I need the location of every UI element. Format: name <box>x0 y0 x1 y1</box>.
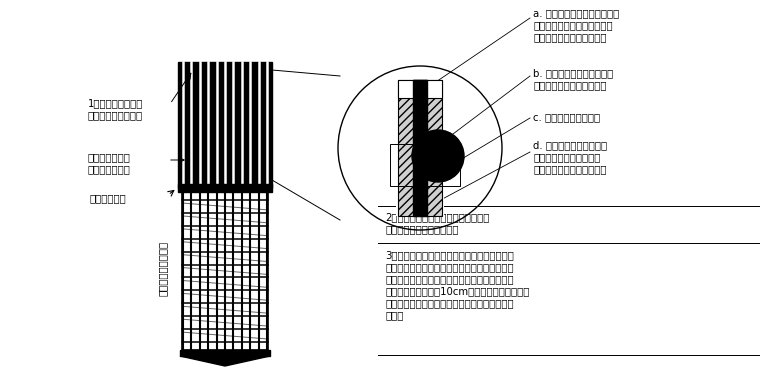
Text: 钢丝绳端头余留长度10cm，以便日后提拎）。将: 钢丝绳端头余留长度10cm，以便日后提拎）。将 <box>385 286 530 296</box>
Bar <box>178 184 272 192</box>
Bar <box>180 350 270 356</box>
Bar <box>398 80 442 216</box>
Text: c. 用扎丝扎紧截断箍。: c. 用扎丝扎紧截断箍。 <box>533 112 600 122</box>
Bar <box>390 144 460 186</box>
Text: 的截断箍，正好将其绕住。: 的截断箍，正好将其绕住。 <box>533 164 606 174</box>
Text: 设计桩顶标高: 设计桩顶标高 <box>90 193 127 203</box>
Bar <box>396 80 444 216</box>
Text: 外侧一圈，内填细砂或其他填充物，以占体积。: 外侧一圈，内填细砂或其他填充物，以占体积。 <box>385 274 514 284</box>
Text: 3、在需破桩头的高程位置，绕桩周一圈，预埋: 3、在需破桩头的高程位置，绕桩周一圈，预埋 <box>385 250 514 260</box>
Text: 须顺直，不可弯折。: 须顺直，不可弯折。 <box>88 110 143 120</box>
Bar <box>413 80 427 100</box>
Text: 断箍所在位置）: 断箍所在位置） <box>88 164 131 174</box>
Text: 扎紧。: 扎紧。 <box>385 310 404 320</box>
Bar <box>398 80 442 98</box>
Text: b. 绕主筋外侧水平一圈的截: b. 绕主筋外侧水平一圈的截 <box>533 68 613 78</box>
Circle shape <box>412 130 464 182</box>
Text: 基桩嵌入承台的部分: 基桩嵌入承台的部分 <box>158 240 168 296</box>
Bar <box>413 80 427 216</box>
Polygon shape <box>180 356 270 366</box>
Text: 下方必须略深一点，水平: 下方必须略深一点，水平 <box>533 152 600 162</box>
Text: 合脱松套，用橡皮筋扎紧。: 合脱松套，用橡皮筋扎紧。 <box>385 224 458 234</box>
Text: 1、桩顶所有主筋必: 1、桩顶所有主筋必 <box>88 98 144 108</box>
Text: 筋，否则日后桩头提不动。: 筋，否则日后桩头提不动。 <box>533 32 606 42</box>
Text: 破桩位置（即截: 破桩位置（即截 <box>88 152 131 162</box>
Text: d. 主筋的复合脱松套，其: d. 主筋的复合脱松套，其 <box>533 140 607 150</box>
Bar <box>182 188 268 350</box>
Text: 断箍，将复合脱松套勒住。: 断箍，将复合脱松套勒住。 <box>533 80 606 90</box>
Text: 截断箍（即钢丝绳外套复合脱松套，绕桩的主筋: 截断箍（即钢丝绳外套复合脱松套，绕桩的主筋 <box>385 262 514 272</box>
Text: a. 主筋的复合脱松套，必须宽: a. 主筋的复合脱松套，必须宽 <box>533 8 619 18</box>
Bar <box>178 62 272 188</box>
Text: 2、破桩位置以上的所有主筋，外套复: 2、破桩位置以上的所有主筋，外套复 <box>385 212 489 222</box>
Text: 松，不得紧贴或握裹带肋之主: 松，不得紧贴或握裹带肋之主 <box>533 20 613 30</box>
Text: 截断箍绑在主筋的保险套上并压住，此处用扎丝: 截断箍绑在主筋的保险套上并压住，此处用扎丝 <box>385 298 514 308</box>
